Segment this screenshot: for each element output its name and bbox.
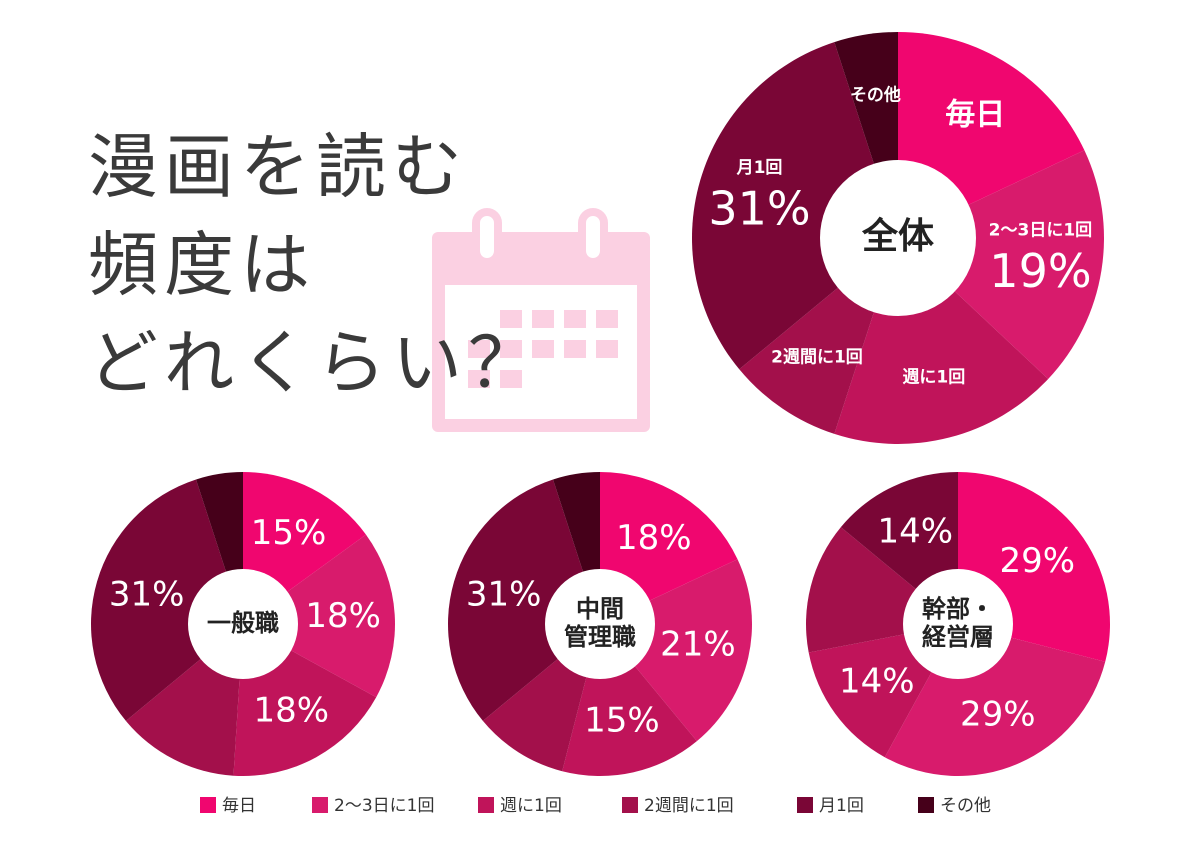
- chart-title: 一般職: [207, 609, 279, 637]
- value-label: 19%: [989, 244, 1091, 298]
- chart-title: 中間: [576, 595, 624, 623]
- legend: 毎日 2〜3日に1回 週に1回 2週間に1回 月1回 その他: [200, 796, 991, 816]
- pie-slice: [600, 559, 752, 742]
- legend-label: 2週間に1回: [644, 796, 734, 816]
- legend-swatch: [200, 797, 216, 813]
- legend-label: 週に1回: [500, 796, 562, 816]
- value-label: 29%: [960, 695, 1036, 735]
- pie-slice: [90, 479, 243, 721]
- slice-category-label: 2週間に1回: [771, 347, 863, 367]
- chart-title: 幹部・: [922, 595, 994, 623]
- slice-category-label: 月1回: [736, 158, 783, 178]
- donut-hole: [903, 569, 1013, 679]
- donut-hole: [188, 569, 298, 679]
- legend-swatch: [797, 797, 813, 813]
- title-line: どれくらい？: [88, 322, 544, 404]
- value-label: 14%: [839, 661, 915, 701]
- value-label: 29%: [999, 541, 1075, 581]
- value-label: 15%: [584, 700, 660, 740]
- calendar-decoration: [432, 208, 650, 432]
- slice-category-label: 毎日: [945, 98, 1005, 133]
- legend-label: 2〜3日に1回: [334, 796, 434, 816]
- legend-swatch: [918, 797, 934, 813]
- value-label: 15%: [251, 513, 327, 553]
- legend-label: 月1回: [819, 796, 864, 816]
- value-label: 31%: [708, 181, 810, 235]
- chart-title: 経営層: [922, 623, 994, 651]
- chart-title: 管理職: [564, 623, 636, 651]
- legend-label: 毎日: [222, 796, 256, 816]
- chart-title: 全体: [861, 215, 934, 257]
- pie-slice: [243, 534, 396, 698]
- slice-category-label: その他: [850, 85, 901, 106]
- donut-hole: [545, 569, 655, 679]
- legend-swatch: [478, 797, 494, 813]
- value-label: 21%: [660, 624, 736, 664]
- title-line: 漫画を読む: [88, 126, 468, 208]
- legend-label: その他: [940, 796, 991, 816]
- value-label: 18%: [254, 690, 330, 730]
- value-label: 18%: [305, 596, 381, 636]
- pie-slice: [447, 479, 600, 721]
- slice-category-label: 2〜3日に1回: [989, 221, 1093, 241]
- donut-hole: [820, 160, 976, 316]
- pie-slice: [692, 42, 898, 370]
- title-line: 頻度は: [88, 224, 316, 306]
- slice-category-label: 週に1回: [902, 368, 965, 388]
- value-label: 31%: [466, 575, 542, 615]
- legend-swatch: [312, 797, 328, 813]
- value-label: 18%: [616, 518, 692, 558]
- value-label: 31%: [109, 575, 185, 615]
- legend-swatch: [622, 797, 638, 813]
- pie-slice: [898, 150, 1104, 380]
- value-label: 14%: [877, 512, 953, 552]
